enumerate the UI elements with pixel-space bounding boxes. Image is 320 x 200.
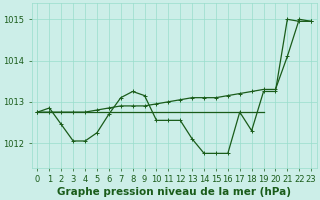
X-axis label: Graphe pression niveau de la mer (hPa): Graphe pression niveau de la mer (hPa) — [57, 187, 291, 197]
